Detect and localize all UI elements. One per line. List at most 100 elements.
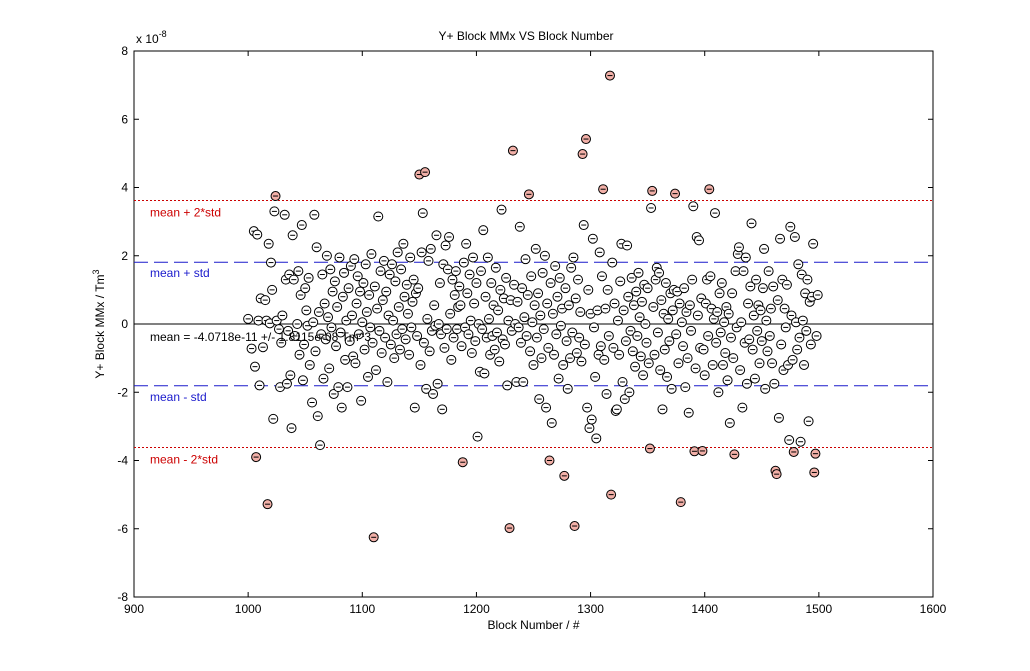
outlier-point bbox=[670, 188, 681, 199]
data-point bbox=[663, 313, 674, 324]
data-point bbox=[344, 336, 355, 347]
data-point bbox=[412, 330, 423, 341]
data-point bbox=[662, 371, 673, 382]
data-point bbox=[260, 295, 271, 306]
data-point bbox=[332, 301, 343, 312]
data-point bbox=[561, 336, 572, 347]
data-point bbox=[537, 267, 548, 278]
outlier-point bbox=[569, 521, 580, 532]
data-point bbox=[780, 322, 791, 333]
outlier-point bbox=[270, 191, 281, 202]
data-point bbox=[321, 250, 332, 261]
data-point bbox=[735, 365, 746, 376]
data-point bbox=[475, 266, 486, 277]
data-point bbox=[674, 298, 685, 309]
y-axis-exponent-power: -8 bbox=[159, 29, 167, 39]
data-point bbox=[394, 344, 405, 355]
data-point bbox=[385, 339, 396, 350]
data-point bbox=[624, 387, 635, 398]
data-point bbox=[351, 298, 362, 309]
data-point bbox=[713, 387, 724, 398]
data-point bbox=[263, 238, 274, 249]
data-point bbox=[355, 286, 366, 297]
data-point bbox=[714, 288, 725, 299]
data-point bbox=[313, 307, 324, 318]
data-point bbox=[635, 351, 646, 362]
data-point bbox=[367, 337, 378, 348]
data-point bbox=[519, 312, 530, 323]
data-point bbox=[728, 353, 739, 364]
data-point bbox=[563, 300, 574, 311]
data-point bbox=[775, 233, 786, 244]
outlier-point bbox=[581, 134, 592, 145]
y-tick-label: -8 bbox=[117, 590, 128, 604]
data-point bbox=[286, 423, 297, 434]
data-point bbox=[336, 402, 347, 413]
data-point bbox=[717, 359, 728, 370]
outlier-point bbox=[729, 449, 740, 460]
data-point bbox=[287, 230, 298, 241]
data-point bbox=[514, 221, 525, 232]
data-point bbox=[307, 397, 318, 408]
data-point bbox=[595, 341, 606, 352]
data-point bbox=[648, 301, 659, 312]
data-point bbox=[456, 341, 467, 352]
data-point bbox=[541, 402, 552, 413]
data-point bbox=[366, 249, 377, 260]
data-point bbox=[553, 373, 564, 384]
data-point bbox=[442, 264, 453, 275]
y-tick-label: 4 bbox=[121, 181, 128, 195]
data-point bbox=[805, 339, 816, 350]
data-point bbox=[304, 359, 315, 370]
data-point bbox=[502, 380, 513, 391]
data-point bbox=[521, 330, 532, 341]
data-point bbox=[558, 359, 569, 370]
data-point bbox=[452, 324, 463, 335]
data-point bbox=[389, 353, 400, 364]
data-point bbox=[655, 365, 666, 376]
data-point bbox=[620, 336, 631, 347]
data-point bbox=[755, 305, 766, 316]
data-point bbox=[743, 298, 754, 309]
data-point bbox=[724, 417, 735, 428]
data-point bbox=[402, 308, 413, 319]
data-point bbox=[359, 344, 370, 355]
data-point bbox=[694, 235, 705, 246]
data-point bbox=[434, 278, 445, 289]
outlier-point bbox=[251, 452, 262, 463]
data-point bbox=[374, 325, 385, 336]
data-point bbox=[317, 269, 328, 280]
data-point bbox=[611, 404, 622, 415]
data-point bbox=[649, 349, 660, 360]
reference-line-label: mean - 2*std bbox=[150, 453, 218, 467]
y-axis-label-superscript: 3 bbox=[91, 269, 101, 274]
data-point bbox=[335, 327, 346, 338]
data-point bbox=[603, 330, 614, 341]
data-point bbox=[779, 303, 790, 314]
data-point bbox=[608, 342, 619, 353]
data-point bbox=[399, 291, 410, 302]
data-point bbox=[761, 315, 772, 326]
data-point bbox=[361, 307, 372, 318]
data-point bbox=[692, 310, 703, 321]
y-tick-label: -4 bbox=[117, 454, 128, 468]
data-point bbox=[579, 339, 590, 350]
data-point bbox=[267, 284, 278, 295]
reference-line-labels: mean + 2*std mean + std mean = -4.0718e-11… bbox=[150, 205, 371, 466]
data-point bbox=[339, 267, 350, 278]
data-point bbox=[631, 286, 642, 297]
data-point bbox=[397, 324, 408, 335]
data-point bbox=[337, 291, 348, 302]
outlier-point bbox=[809, 467, 820, 478]
x-tick-label: 900 bbox=[124, 602, 144, 616]
outlier-point bbox=[788, 446, 799, 457]
data-point bbox=[590, 371, 601, 382]
data-point bbox=[759, 243, 770, 254]
data-point bbox=[277, 310, 288, 321]
data-point bbox=[254, 380, 265, 391]
data-point bbox=[618, 305, 629, 316]
y-axis-label: Y+ Block MMx / Tm3 bbox=[91, 269, 107, 378]
data-point bbox=[356, 395, 367, 406]
data-point bbox=[440, 240, 451, 251]
data-point bbox=[642, 283, 653, 294]
